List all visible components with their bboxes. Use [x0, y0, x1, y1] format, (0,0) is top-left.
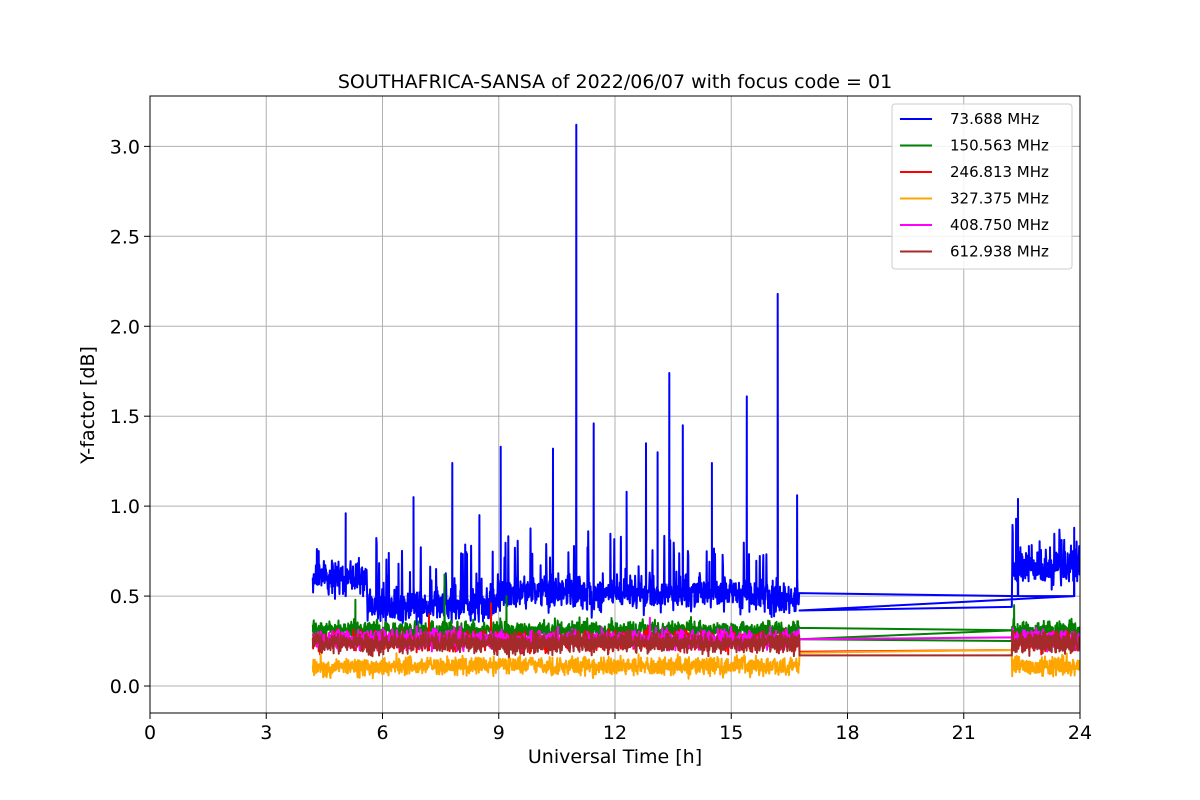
- legend-label: 612.938 MHz: [950, 243, 1049, 261]
- y-tick-label: 2.5: [110, 226, 140, 248]
- x-axis: 0 3 6 9 12 15 18 21 24: [144, 713, 1092, 744]
- x-axis-label: Universal Time [h]: [528, 746, 702, 768]
- legend-label: 150.563 MHz: [950, 137, 1049, 155]
- legend: 73.688 MHz 150.563 MHz 246.813 MHz 327.375 …: [891, 103, 1073, 270]
- plot-area: [311, 123, 1080, 680]
- y-axis-label: Y-factor [dB]: [77, 346, 99, 465]
- series-layer: [311, 123, 1080, 680]
- x-tick-label: 3: [260, 722, 272, 744]
- x-tick-label: 24: [1068, 722, 1092, 744]
- y-tick-label: 2.0: [110, 316, 140, 338]
- chart-title: SOUTHAFRICA-SANSA of 2022/06/07 with foc…: [338, 71, 892, 93]
- legend-label: 408.750 MHz: [950, 216, 1049, 234]
- series-line: [311, 649, 1080, 680]
- legend-box: [891, 103, 1073, 270]
- x-tick-label: 21: [952, 722, 976, 744]
- legend-label: 246.813 MHz: [950, 163, 1049, 181]
- x-tick-label: 6: [376, 722, 388, 744]
- x-tick-label: 18: [835, 722, 859, 744]
- y-tick-label: 1.5: [110, 406, 140, 428]
- series-line: [311, 628, 1080, 659]
- x-tick-label: 0: [144, 722, 156, 744]
- x-tick-label: 9: [493, 722, 505, 744]
- y-tick-label: 0.0: [110, 676, 140, 698]
- legend-label: 327.375 MHz: [950, 190, 1049, 208]
- y-tick-label: 0.5: [110, 586, 140, 608]
- x-tick-label: 12: [603, 722, 627, 744]
- legend-label: 73.688 MHz: [950, 110, 1039, 128]
- y-tick-label: 3.0: [110, 136, 140, 158]
- y-axis: 0.0 0.5 1.0 1.5 2.0 2.5 3.0: [110, 136, 150, 698]
- series-line: [311, 123, 1080, 631]
- x-tick-label: 15: [719, 722, 743, 744]
- y-tick-label: 1.0: [110, 496, 140, 518]
